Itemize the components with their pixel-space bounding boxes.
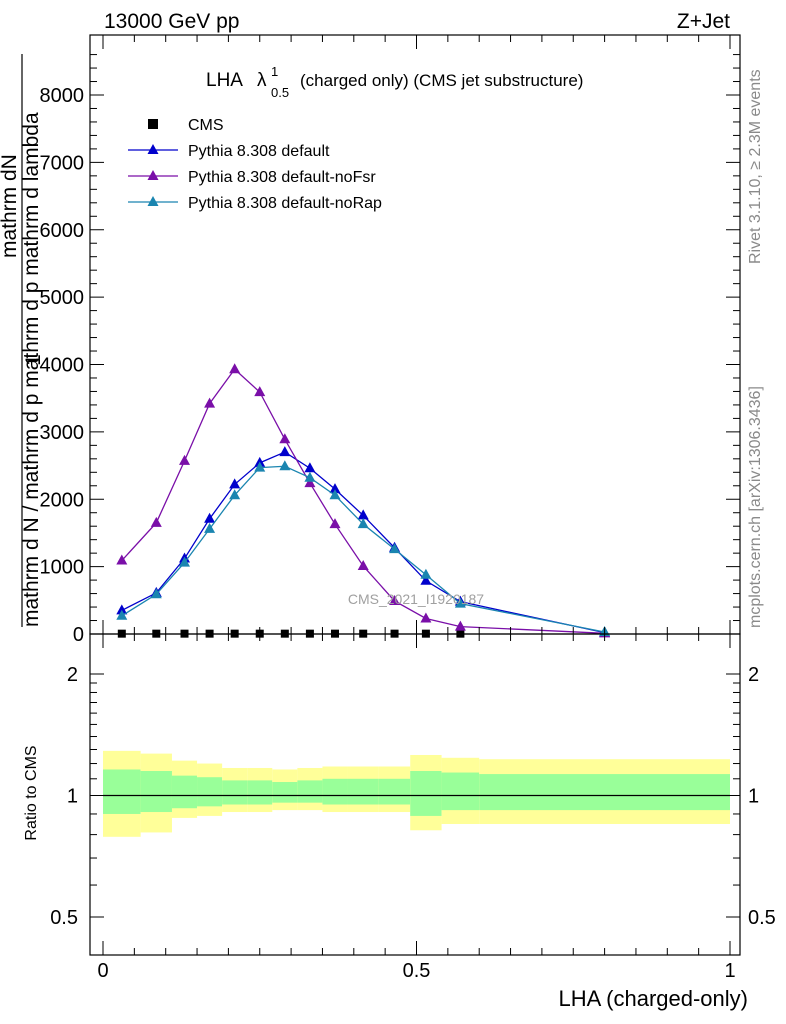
series-point <box>229 489 241 500</box>
x-tick-label: 0 <box>97 960 108 982</box>
header-left: 13000 GeV pp <box>104 10 239 33</box>
ratio-y-tick-label-right: 2 <box>748 664 759 686</box>
ratio-band-inner <box>247 780 273 805</box>
ratio-band-inner <box>322 778 348 805</box>
series-point <box>179 454 191 465</box>
series-point <box>329 518 341 529</box>
series-point <box>279 446 291 457</box>
series-point <box>229 478 241 489</box>
series-point <box>357 518 369 529</box>
series-point <box>454 620 466 631</box>
ratio-y-tick-label-right: 1 <box>748 786 759 808</box>
series-point <box>357 559 369 570</box>
plot-title-lambda: λ <box>257 70 267 91</box>
legend-marker <box>147 144 159 154</box>
series-point <box>116 609 128 620</box>
series-point <box>204 397 216 408</box>
series-point <box>420 574 432 585</box>
legend-label: Pythia 8.308 default-noFsr <box>188 169 376 186</box>
ratio-band-inner <box>410 771 442 816</box>
plot-title-superscript: 1 <box>271 64 278 79</box>
ratio-band-inner <box>347 778 379 805</box>
ratio-plot-panel: 0.5 0.5 1 1 2 2 0 0.5 1 <box>50 633 776 982</box>
series-point <box>304 471 316 482</box>
y-tick-label: 4000 <box>40 355 85 377</box>
legend-label: Pythia 8.308 default <box>188 143 330 160</box>
series-point <box>329 489 341 500</box>
x-tick-label: 1 <box>724 960 735 982</box>
series-point <box>150 516 162 527</box>
series-point <box>204 522 216 533</box>
legend-label: CMS <box>188 117 224 134</box>
ratio-plot-frame <box>89 633 741 956</box>
series-point <box>179 556 191 567</box>
ratio-band-inner <box>140 771 172 813</box>
series-point <box>389 543 401 554</box>
series-point <box>254 461 266 472</box>
ratio-y-tick-label-left: 0.5 <box>50 907 78 929</box>
y-label-one: 1 <box>22 354 45 366</box>
series-point <box>357 509 369 520</box>
series-point <box>150 588 162 599</box>
ratio-band-inner <box>272 782 298 803</box>
analysis-watermark: CMS_2021_I1920187 <box>348 591 484 607</box>
main-y-axis-label: 1 mathrm d N / mathrm d p mathrm d p mat… <box>0 54 45 627</box>
ratio-y-tick-label-right: 0.5 <box>748 907 776 929</box>
plot-title-main: LHA <box>206 70 243 91</box>
series-point <box>454 597 466 608</box>
series-point <box>420 568 432 579</box>
series-point <box>116 604 128 615</box>
x-axis-label: LHA (charged-only) <box>558 986 748 1011</box>
ratio-band-inner <box>171 775 198 809</box>
y-tick-label: 0 <box>73 624 84 646</box>
ratio-y-tick-label-left: 1 <box>67 786 78 808</box>
ratio-y-tick-label-left: 2 <box>67 664 78 686</box>
series-line <box>121 368 605 634</box>
ratio-band-inner <box>479 774 730 811</box>
ratio-band-inner <box>378 778 411 805</box>
ratio-band-inner <box>222 780 248 805</box>
y-label-numerator: mathrm dN <box>0 154 21 258</box>
series-point <box>304 462 316 473</box>
ratio-band-inner <box>103 769 141 814</box>
rivet-version-label: Rivet 3.1.10, ≥ 2.3M events <box>747 69 764 264</box>
series-point <box>279 433 291 444</box>
y-tick-label: 7000 <box>40 152 85 174</box>
series-point <box>116 554 128 565</box>
y-tick-label: 1000 <box>40 557 85 579</box>
series-point <box>389 594 401 605</box>
y-tick-label: 5000 <box>40 287 85 309</box>
plot-title-subscript: 0.5 <box>271 85 289 100</box>
ratio-band-inner <box>197 777 223 807</box>
series-point <box>229 363 241 374</box>
y-tick-label: 2000 <box>40 489 85 511</box>
series-point <box>329 483 341 494</box>
ratio-y-axis-label: Ratio to CMS <box>23 745 40 840</box>
series-line <box>121 465 605 633</box>
y-label-denominator: mathrm d N / mathrm d p mathrm d p mathr… <box>20 112 43 627</box>
series-point <box>304 477 316 488</box>
series-point <box>279 460 291 471</box>
legend: CMS Pythia 8.308 default Pythia 8.308 defa… <box>128 117 382 212</box>
legend-marker <box>147 196 159 206</box>
x-tick-label: 0.5 <box>403 960 431 982</box>
legend-marker <box>147 170 159 180</box>
legend-marker <box>148 119 158 129</box>
mcplots-label: mcplots.cern.ch [arXiv:1306.3436] <box>747 386 764 628</box>
legend-label: Pythia 8.308 default-noRap <box>188 195 382 212</box>
y-tick-label: 6000 <box>40 220 85 242</box>
series-point <box>204 512 216 523</box>
main-plot-panel: 0 1000 2000 3000 4000 5000 6000 7000 8000 <box>40 34 741 646</box>
header-right: Z+Jet <box>677 10 730 33</box>
plot-title-rest: (charged only) (CMS jet substructure) <box>300 71 583 90</box>
y-tick-label: 3000 <box>40 422 85 444</box>
series-point <box>254 386 266 397</box>
ratio-band-inner <box>297 780 323 803</box>
plot-title: LHA λ 1 0.5 (charged only) (CMS jet subs… <box>206 64 583 100</box>
y-tick-label: 8000 <box>40 85 85 107</box>
series-point <box>420 612 432 623</box>
ratio-band-inner <box>441 772 480 811</box>
